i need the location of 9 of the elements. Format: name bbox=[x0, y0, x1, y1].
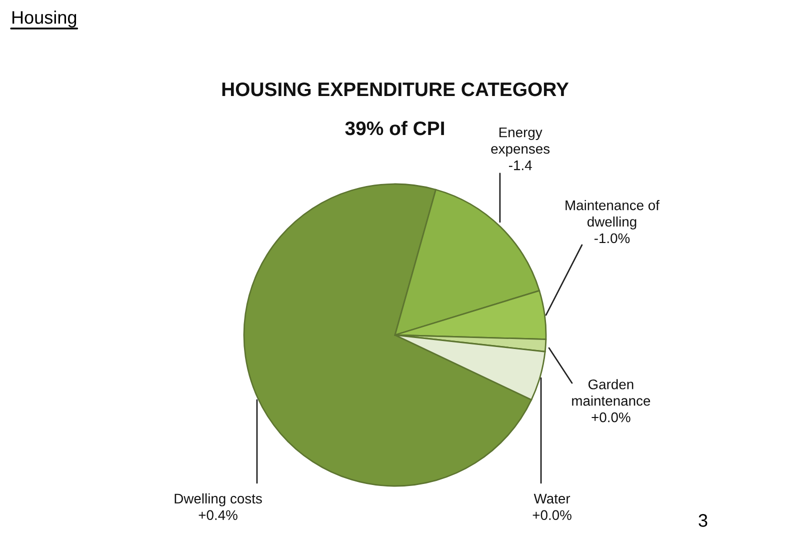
chart-subtitle: 39% of CPI bbox=[345, 120, 444, 136]
slice-label: Water +0.0% bbox=[532, 494, 572, 520]
slice-label: Maintenance of dwelling -1.0% bbox=[566, 200, 660, 244]
slice-label: Energy expenses -1.4 bbox=[491, 128, 550, 170]
text: Housing bbox=[12, 10, 76, 28]
text: 3 bbox=[698, 514, 708, 527]
chart-title: HOUSING EXPENDITURE CATEGORY bbox=[222, 82, 569, 96]
slice-label: Garden maintenance +0.0% bbox=[572, 379, 650, 422]
slice-label: Dwelling costs +0.4% bbox=[174, 493, 262, 520]
